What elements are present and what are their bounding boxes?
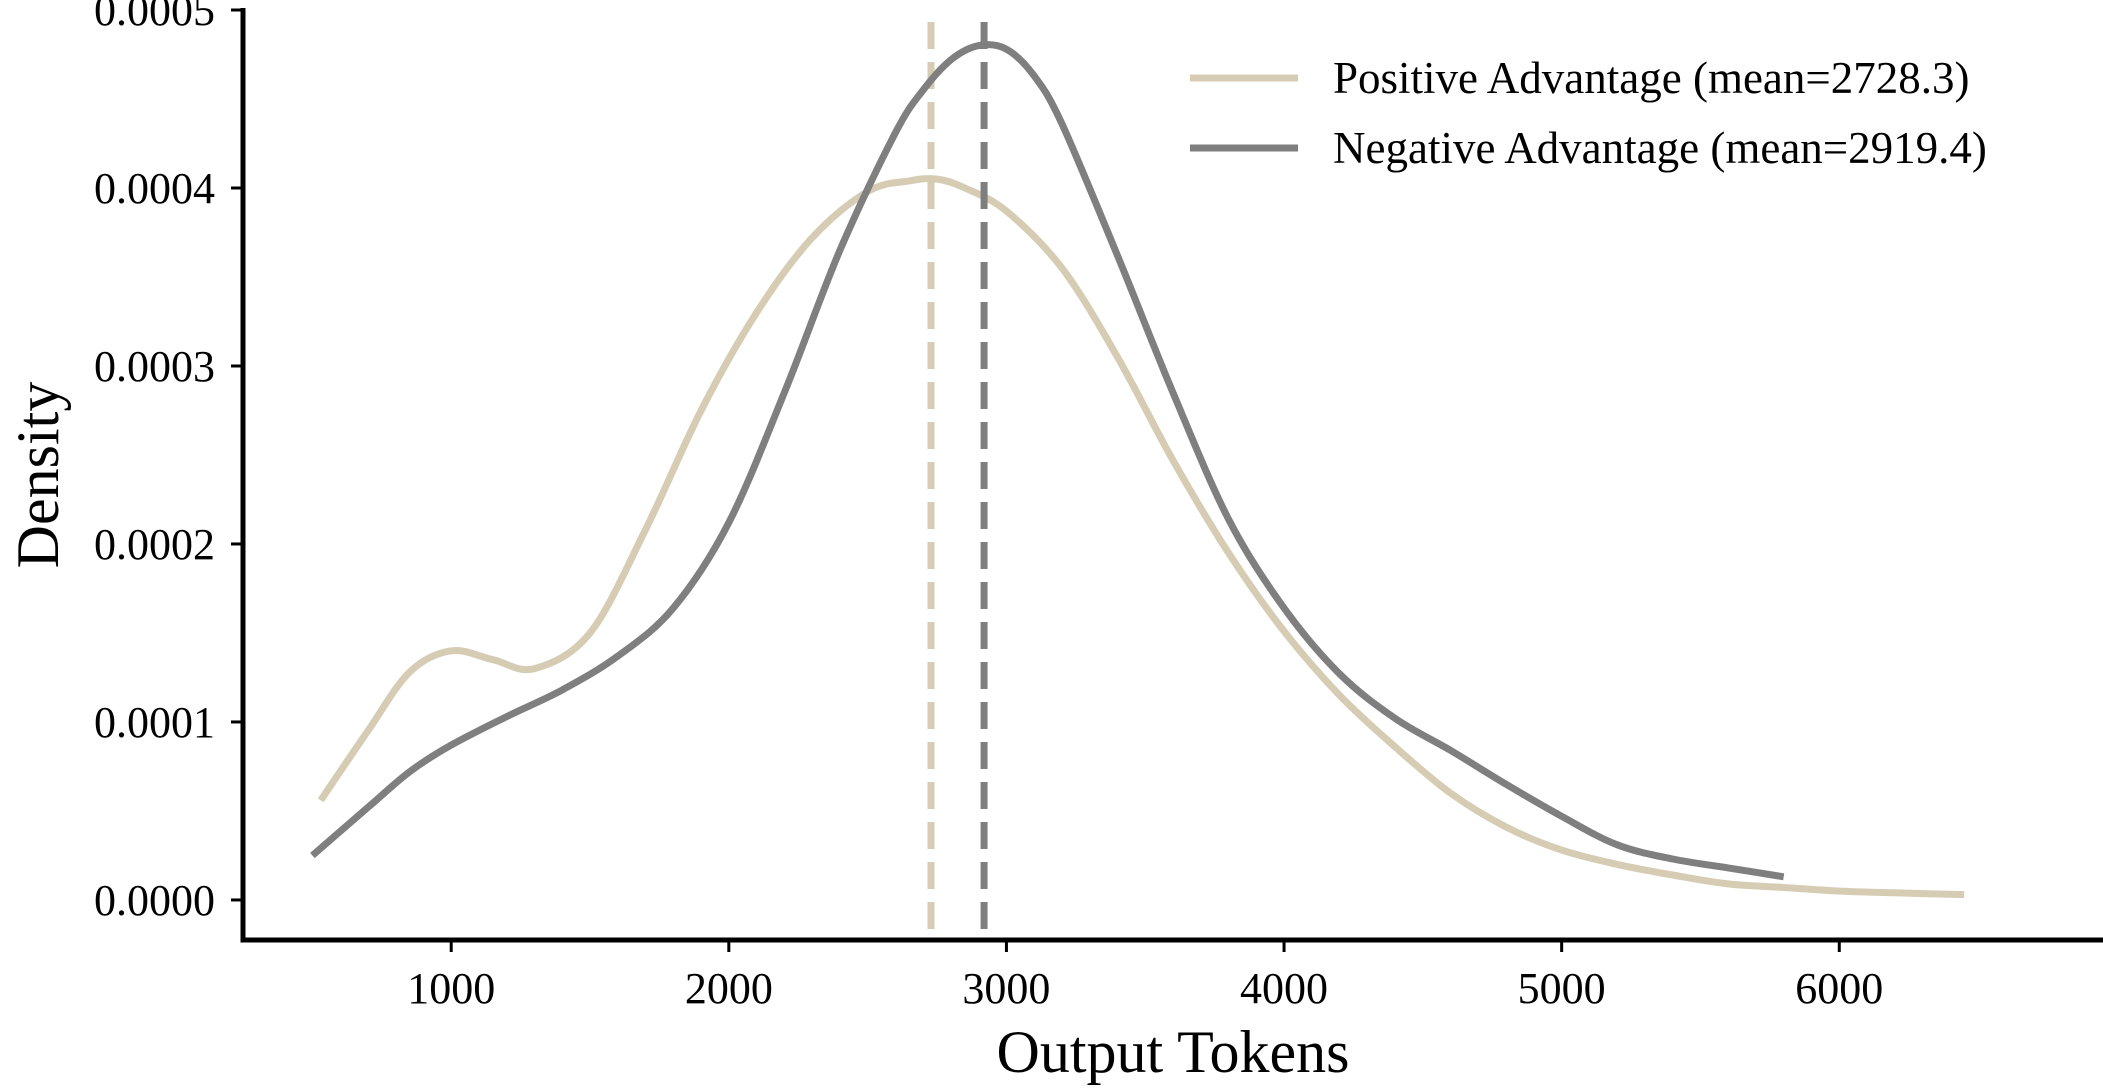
plot-area bbox=[310, 22, 1965, 938]
y-tick-label: 0.0003 bbox=[94, 342, 215, 391]
y-tick-label: 0.0004 bbox=[94, 164, 215, 213]
x-tick-label: 1000 bbox=[407, 964, 495, 1013]
y-axis-ticks: 0.0000 0.0001 0.0002 0.0003 0.0004 0.0005 bbox=[94, 0, 243, 925]
x-tick-label: 5000 bbox=[1518, 964, 1606, 1013]
x-tick-label: 3000 bbox=[962, 964, 1050, 1013]
y-tick-label: 0.0001 bbox=[94, 698, 215, 747]
y-tick-label: 0.0005 bbox=[94, 0, 215, 35]
x-tick-label: 6000 bbox=[1795, 964, 1883, 1013]
legend: Positive Advantage (mean=2728.3) Negative… bbox=[1190, 53, 1987, 173]
y-tick-label: 0.0002 bbox=[94, 520, 215, 569]
y-axis-title: Density bbox=[5, 382, 71, 569]
legend-label: Negative Advantage (mean=2919.4) bbox=[1333, 123, 1987, 173]
x-axis-title: Output Tokens bbox=[996, 1019, 1349, 1085]
series-line-2 bbox=[310, 41, 1785, 881]
x-axis-ticks: 1000 2000 3000 4000 5000 6000 bbox=[407, 940, 1883, 1013]
legend-label: Positive Advantage (mean=2728.3) bbox=[1333, 53, 1970, 103]
series-line-1 bbox=[317, 175, 1965, 899]
x-tick-label: 4000 bbox=[1240, 964, 1328, 1013]
x-tick-label: 2000 bbox=[685, 964, 773, 1013]
y-tick-label: 0.0000 bbox=[94, 876, 215, 925]
